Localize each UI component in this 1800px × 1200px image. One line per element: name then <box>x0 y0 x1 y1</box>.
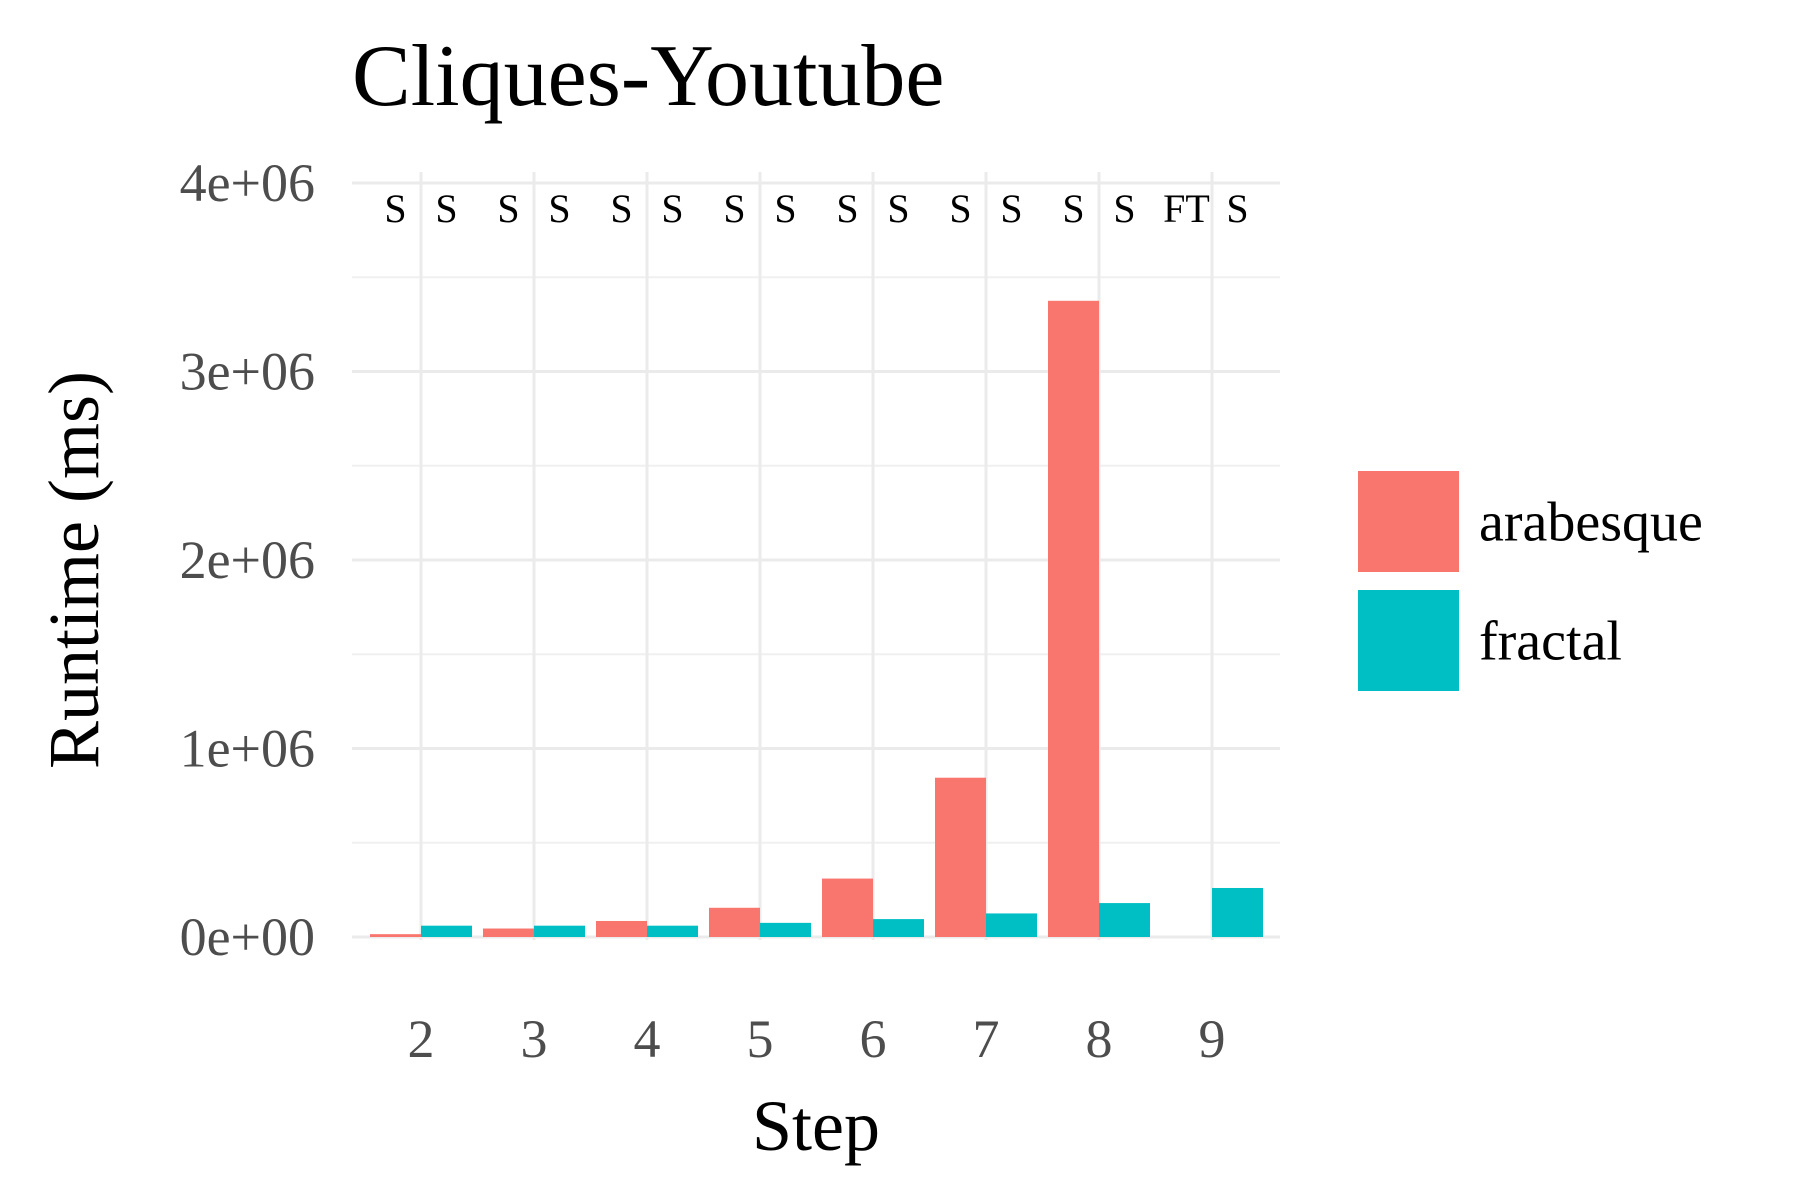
y-tick-label: 3e+06 <box>180 342 315 402</box>
bar-fractal <box>647 925 698 937</box>
x-tick-label: 9 <box>1199 1009 1226 1069</box>
bar-arabesque <box>935 777 986 937</box>
y-axis-ticks: 0e+00 1e+06 2e+06 3e+06 4e+06 <box>180 153 315 967</box>
status-label: S <box>610 186 632 231</box>
bar-fractal <box>760 922 811 937</box>
status-label: S <box>949 186 971 231</box>
bar-arabesque <box>596 920 647 937</box>
bar-arabesque <box>483 928 534 937</box>
x-tick-label: 6 <box>860 1009 887 1069</box>
legend-key-fractal <box>1358 590 1459 691</box>
status-label: S <box>548 186 570 231</box>
status-label: S <box>384 186 406 231</box>
status-label: S <box>1226 186 1248 231</box>
status-label: S <box>774 186 796 231</box>
bar-fractal <box>1099 903 1150 937</box>
bar-arabesque <box>1048 300 1099 937</box>
status-label: S <box>661 186 683 231</box>
y-tick-label: 0e+00 <box>180 907 315 967</box>
status-label: S <box>1062 186 1084 231</box>
bar-fractal <box>534 925 585 937</box>
x-tick-label: 7 <box>973 1009 1000 1069</box>
x-tick-label: 8 <box>1086 1009 1113 1069</box>
y-tick-label: 1e+06 <box>180 719 315 779</box>
legend-key-arabesque <box>1358 471 1459 572</box>
grid <box>352 172 1280 940</box>
status-label: S <box>1113 186 1135 231</box>
x-tick-label: 5 <box>747 1009 774 1069</box>
status-label: S <box>887 186 909 231</box>
bar-arabesque <box>370 934 421 937</box>
bar-fractal <box>986 913 1037 937</box>
bar-fractal <box>421 925 472 937</box>
status-label: S <box>836 186 858 231</box>
bar-arabesque <box>822 878 873 937</box>
status-label: S <box>1000 186 1022 231</box>
y-axis-title: Runtime (ms) <box>34 371 114 769</box>
x-axis-title: Step <box>752 1086 880 1166</box>
x-tick-label: 2 <box>408 1009 435 1069</box>
y-tick-label: 4e+06 <box>180 153 315 213</box>
bar-fractal <box>1212 887 1263 937</box>
chart-title: Cliques-Youtube <box>352 28 944 125</box>
status-labels: S S S S S S S FTS S S S S S S S <box>384 186 1248 231</box>
status-label: S <box>497 186 519 231</box>
status-label: S <box>435 186 457 231</box>
x-tick-label: 4 <box>634 1009 661 1069</box>
bars <box>370 300 1263 937</box>
status-label: FT <box>1163 186 1210 231</box>
legend-label-arabesque: arabesque <box>1479 492 1703 554</box>
bar-fractal <box>873 919 924 937</box>
x-tick-label: 3 <box>521 1009 548 1069</box>
y-tick-label: 2e+06 <box>180 530 315 590</box>
legend: arabesque fractal <box>1358 471 1703 691</box>
x-axis-ticks: 2 3 4 5 6 7 8 9 <box>408 1009 1226 1069</box>
bar-arabesque <box>709 907 760 937</box>
legend-label-fractal: fractal <box>1479 611 1622 673</box>
status-label: S <box>723 186 745 231</box>
